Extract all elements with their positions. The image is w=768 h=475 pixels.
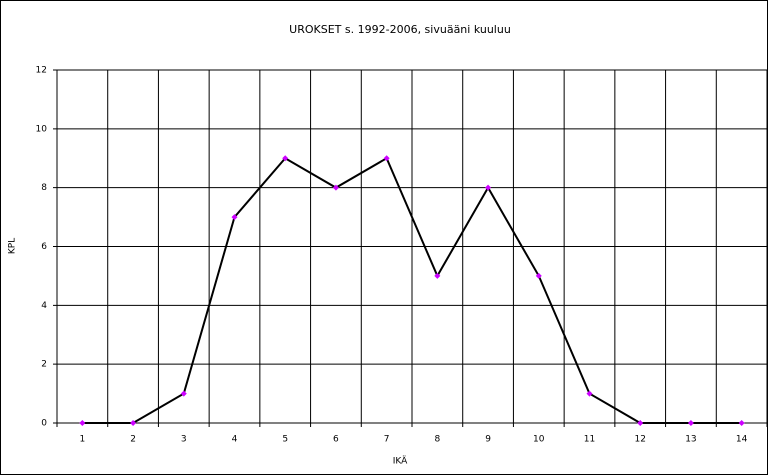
data-point [738,420,745,426]
y-tick-label: 4 [41,301,47,311]
y-tick-label: 10 [36,124,48,134]
x-tick-label: 8 [434,435,440,445]
data-point [79,420,86,426]
x-tick-label: 11 [584,435,595,445]
data-point [535,272,542,279]
x-tick-label: 1 [79,435,85,445]
x-tick-label: 4 [232,435,238,445]
data-point [687,420,694,426]
chart-title: UROKSET s. 1992-2006, sivuääni kuuluu [289,23,511,36]
y-tick-label: 0 [41,419,47,429]
x-tick-label: 12 [634,435,645,445]
data-point [586,390,593,397]
x-tick-label: 2 [130,435,136,445]
y-tick-label: 6 [41,242,47,252]
data-point [434,272,441,279]
y-tick-label: 2 [41,360,47,370]
y-axis-label: KPL [8,238,18,254]
x-axis-label: IKÄ [393,456,408,467]
data-point [282,155,289,162]
x-tick-label: 3 [181,435,187,445]
data-point [231,214,238,221]
y-tick-label: 8 [41,183,47,193]
data-point [180,390,187,397]
x-tick-label: 5 [282,435,288,445]
data-point [130,420,137,426]
data-point [332,184,339,191]
data-line [82,156,742,424]
x-tick-label: 7 [384,435,390,445]
x-tick-label: 13 [685,435,696,445]
data-point [485,184,492,191]
y-tick-label: 12 [36,66,47,76]
data-point [637,420,644,426]
x-tick-label: 14 [736,435,748,445]
x-tick-label: 9 [485,435,491,445]
x-tick-label: 6 [333,435,339,445]
x-tick-label: 10 [533,435,545,445]
data-point [383,155,390,162]
